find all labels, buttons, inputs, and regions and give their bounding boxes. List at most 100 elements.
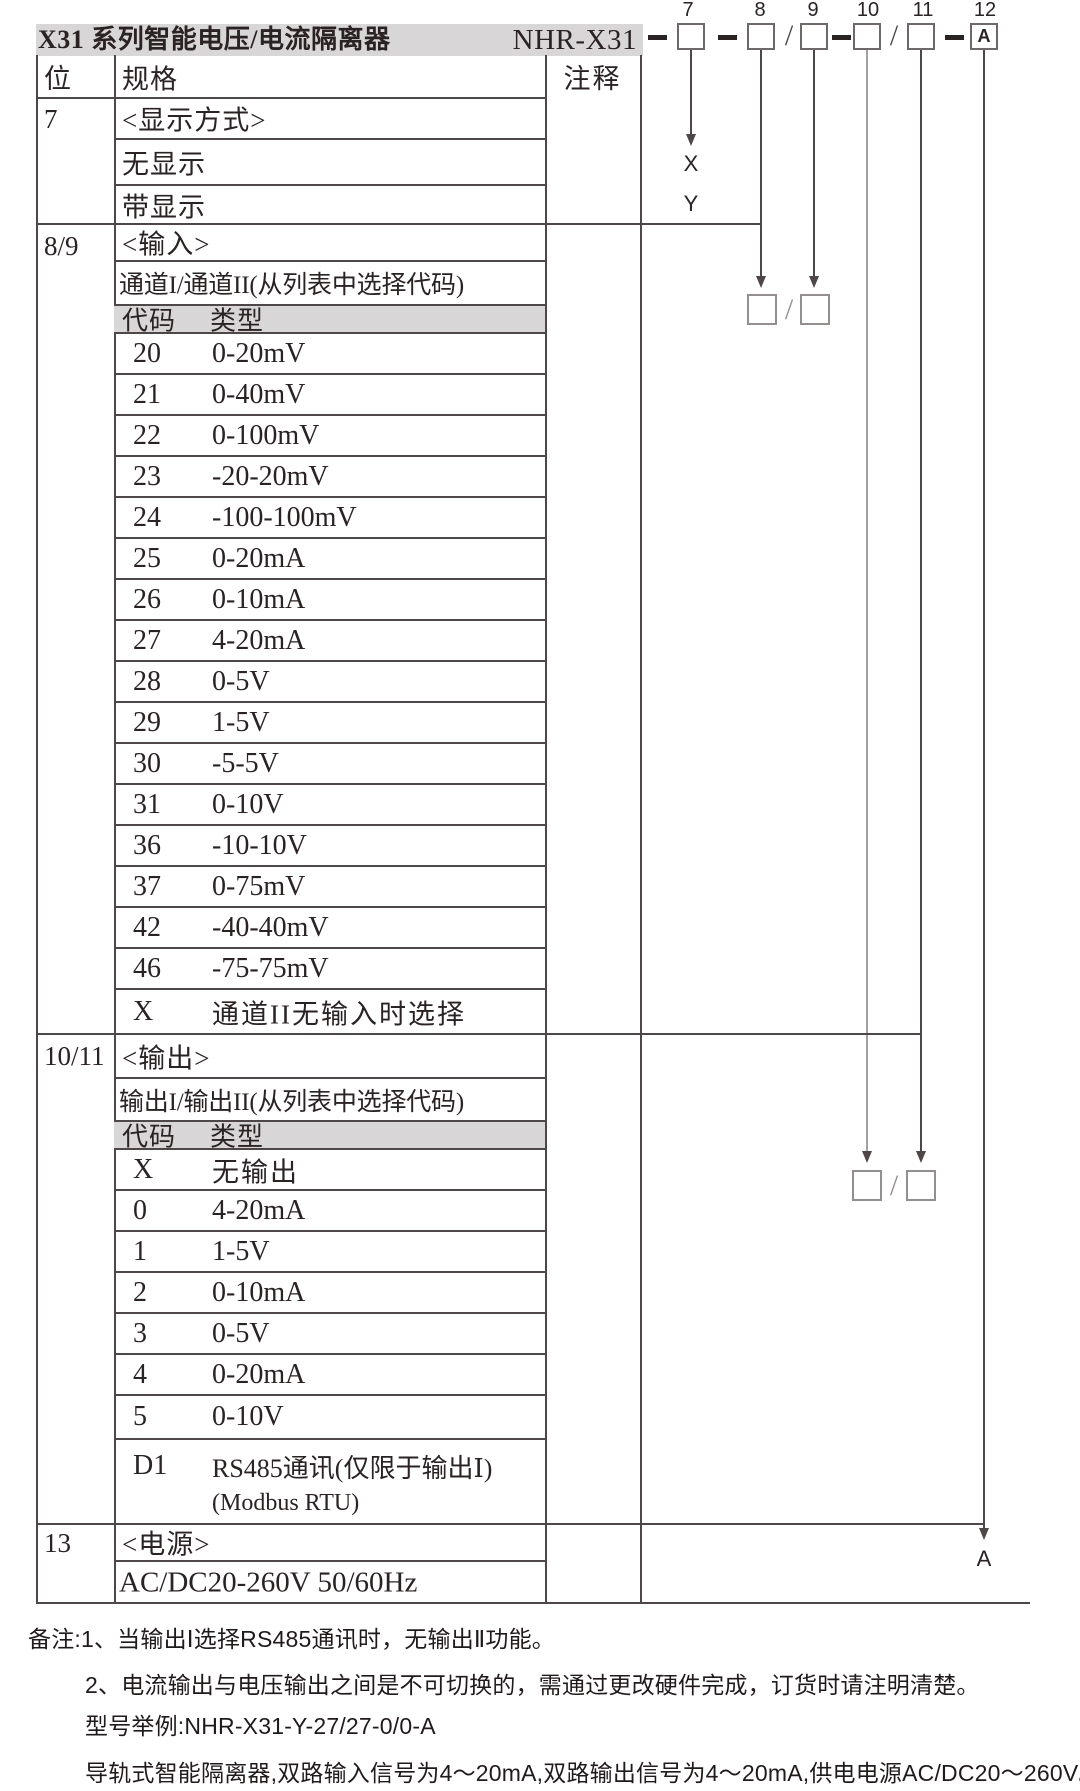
output-code: 4 (133, 1358, 147, 1390)
input-channel1-box (747, 294, 777, 325)
leader-line-10 (866, 50, 868, 1151)
row-no-display: 无显示 (114, 140, 545, 186)
col-header-note: 注释 (563, 64, 622, 94)
output-hdr-code: 代码 (122, 1122, 177, 1152)
output-code-row: 5 0-10V (114, 1396, 545, 1440)
code-separator-dash (945, 35, 964, 40)
input-code-row: 42 -40-40mV (114, 908, 545, 949)
output-code: X (133, 1153, 154, 1185)
bit-7: 7 (44, 103, 58, 134)
arrowhead-12 (979, 1528, 989, 1540)
row-output-subtitle: 输出I/输出II(从列表中选择代码) (114, 1079, 545, 1122)
input-type: 0-10mA (212, 583, 306, 615)
input-code: 30 (133, 747, 161, 779)
bit-10-11: 10/11 (44, 1041, 105, 1071)
input-type: 4-20mA (212, 624, 306, 656)
input-code: 26 (133, 583, 161, 615)
input-channel2-box (800, 294, 830, 325)
model-number: NHR-X31 (512, 24, 637, 56)
code-box-12-suffix: A (970, 23, 998, 50)
bit-8-9: 8/9 (44, 230, 79, 261)
title-bar: X31 系列智能电压/电流隔离器 NHR-X31 (36, 24, 643, 56)
output-type: 0-10V (212, 1401, 284, 1432)
power-code-a: A (976, 1546, 992, 1571)
input-type: -20-20mV (212, 460, 329, 492)
input-code-row: X 通道II无输入时选择 (114, 990, 545, 1034)
input-code: 24 (133, 501, 161, 533)
output-type: 0-5V (212, 1317, 270, 1349)
input-code-row: 29 1-5V (114, 703, 545, 744)
position-number-7: 7 (682, 0, 694, 21)
note-line-1: 备注:1、当输出Ⅰ选择RS485通讯时，无输出Ⅱ功能。 (28, 1626, 556, 1652)
arrowhead-8 (756, 276, 766, 288)
output1-box (852, 1170, 882, 1201)
no-display-label: 无显示 (122, 149, 206, 180)
arrowhead-7 (686, 134, 696, 146)
input-code-row: 27 4-20mA (114, 621, 545, 662)
section-line-output (36, 1033, 922, 1035)
header-underline (36, 97, 545, 99)
input-code: 29 (133, 706, 161, 738)
input-code-row: 46 -75-75mV (114, 949, 545, 990)
display-code-x: X (683, 151, 699, 176)
output-type-d1: RS485通讯(仅限于输出Ⅰ) (212, 1454, 493, 1483)
input-code: 20 (133, 337, 161, 369)
note-line-3: 型号举例:NHR-X31-Y-27/27-0/0-A (85, 1713, 436, 1739)
note-line-4: 导轨式智能隔离器,双路输入信号为4～20mA,双路输出信号为4～20mA,供电电… (85, 1760, 1080, 1786)
table-divider-bit (114, 55, 116, 1604)
output-type: 无输出 (212, 1157, 299, 1187)
input-code-row: 31 0-10V (114, 785, 545, 826)
output-code: 1 (133, 1235, 147, 1267)
section-line-input (36, 223, 762, 225)
output-code: 2 (133, 1276, 147, 1308)
input-type: 1-5V (212, 706, 270, 738)
table-border-right (640, 55, 642, 1604)
output-code-row-d1: D1 RS485通讯(仅限于输出Ⅰ) (Modbus RTU) (114, 1440, 545, 1524)
input-code: 25 (133, 542, 161, 574)
row-power-title: <电源> (114, 1524, 545, 1562)
input-type: -5-5V (212, 747, 279, 779)
code-box-7 (677, 23, 705, 50)
input-hdr-code: 代码 (122, 306, 177, 336)
input-code-row: 25 0-20mA (114, 539, 545, 580)
row-input-title: <输入> (114, 224, 545, 262)
input-code: 46 (133, 952, 161, 984)
output-code-row: X 无输出 (114, 1150, 545, 1191)
position-number-11: 11 (912, 0, 934, 21)
output-title: <输出> (122, 1043, 211, 1073)
code-separator-dash (718, 35, 737, 40)
power-spec: AC/DC20-260V 50/60Hz (119, 1566, 418, 1599)
input-code-row: 21 0-40mV (114, 375, 545, 416)
code-box-11 (907, 23, 935, 50)
row-with-display: 带显示 (114, 186, 545, 224)
output-code-row: 1 1-5V (114, 1232, 545, 1273)
spec-table: 位 规格 注释 7 <显示方式> 无显示 带显示 8/9 <输入> 通道I/通道… (36, 55, 640, 1604)
input-code: 28 (133, 665, 161, 697)
with-display-label: 带显示 (122, 192, 206, 223)
input-type: 0-40mV (212, 378, 306, 410)
code-separator-slash: / (784, 19, 794, 52)
col-header-spec: 规格 (122, 64, 178, 94)
row-display-title: <显示方式> (114, 98, 545, 140)
output-code-d1: D1 (133, 1450, 168, 1481)
input-code: 36 (133, 829, 161, 861)
input-code-row: 24 -100-100mV (114, 498, 545, 539)
row-input-subtitle: 通道I/通道II(从列表中选择代码) (114, 262, 545, 306)
table-border-bottom (36, 1602, 1030, 1604)
output-type: 1-5V (212, 1235, 270, 1267)
code-box-10 (853, 23, 881, 50)
input-code-row: 26 0-10mA (114, 580, 545, 621)
input-code-row: 30 -5-5V (114, 744, 545, 785)
position-number-10: 10 (856, 0, 880, 21)
code-separator-slash: / (889, 19, 899, 52)
output-code-row: 2 0-10mA (114, 1273, 545, 1314)
output-type: 4-20mA (212, 1194, 306, 1226)
code-box-9 (800, 23, 828, 50)
series-title: X31 系列智能电压/电流隔离器 (38, 25, 391, 54)
col-header-spec-row: 规格 (114, 55, 545, 98)
leader-line-7 (690, 50, 692, 134)
leader-line-12 (983, 50, 985, 1528)
output-subtitle: 输出I/输出II(从列表中选择代码) (119, 1088, 464, 1116)
input-code: 22 (133, 419, 161, 451)
